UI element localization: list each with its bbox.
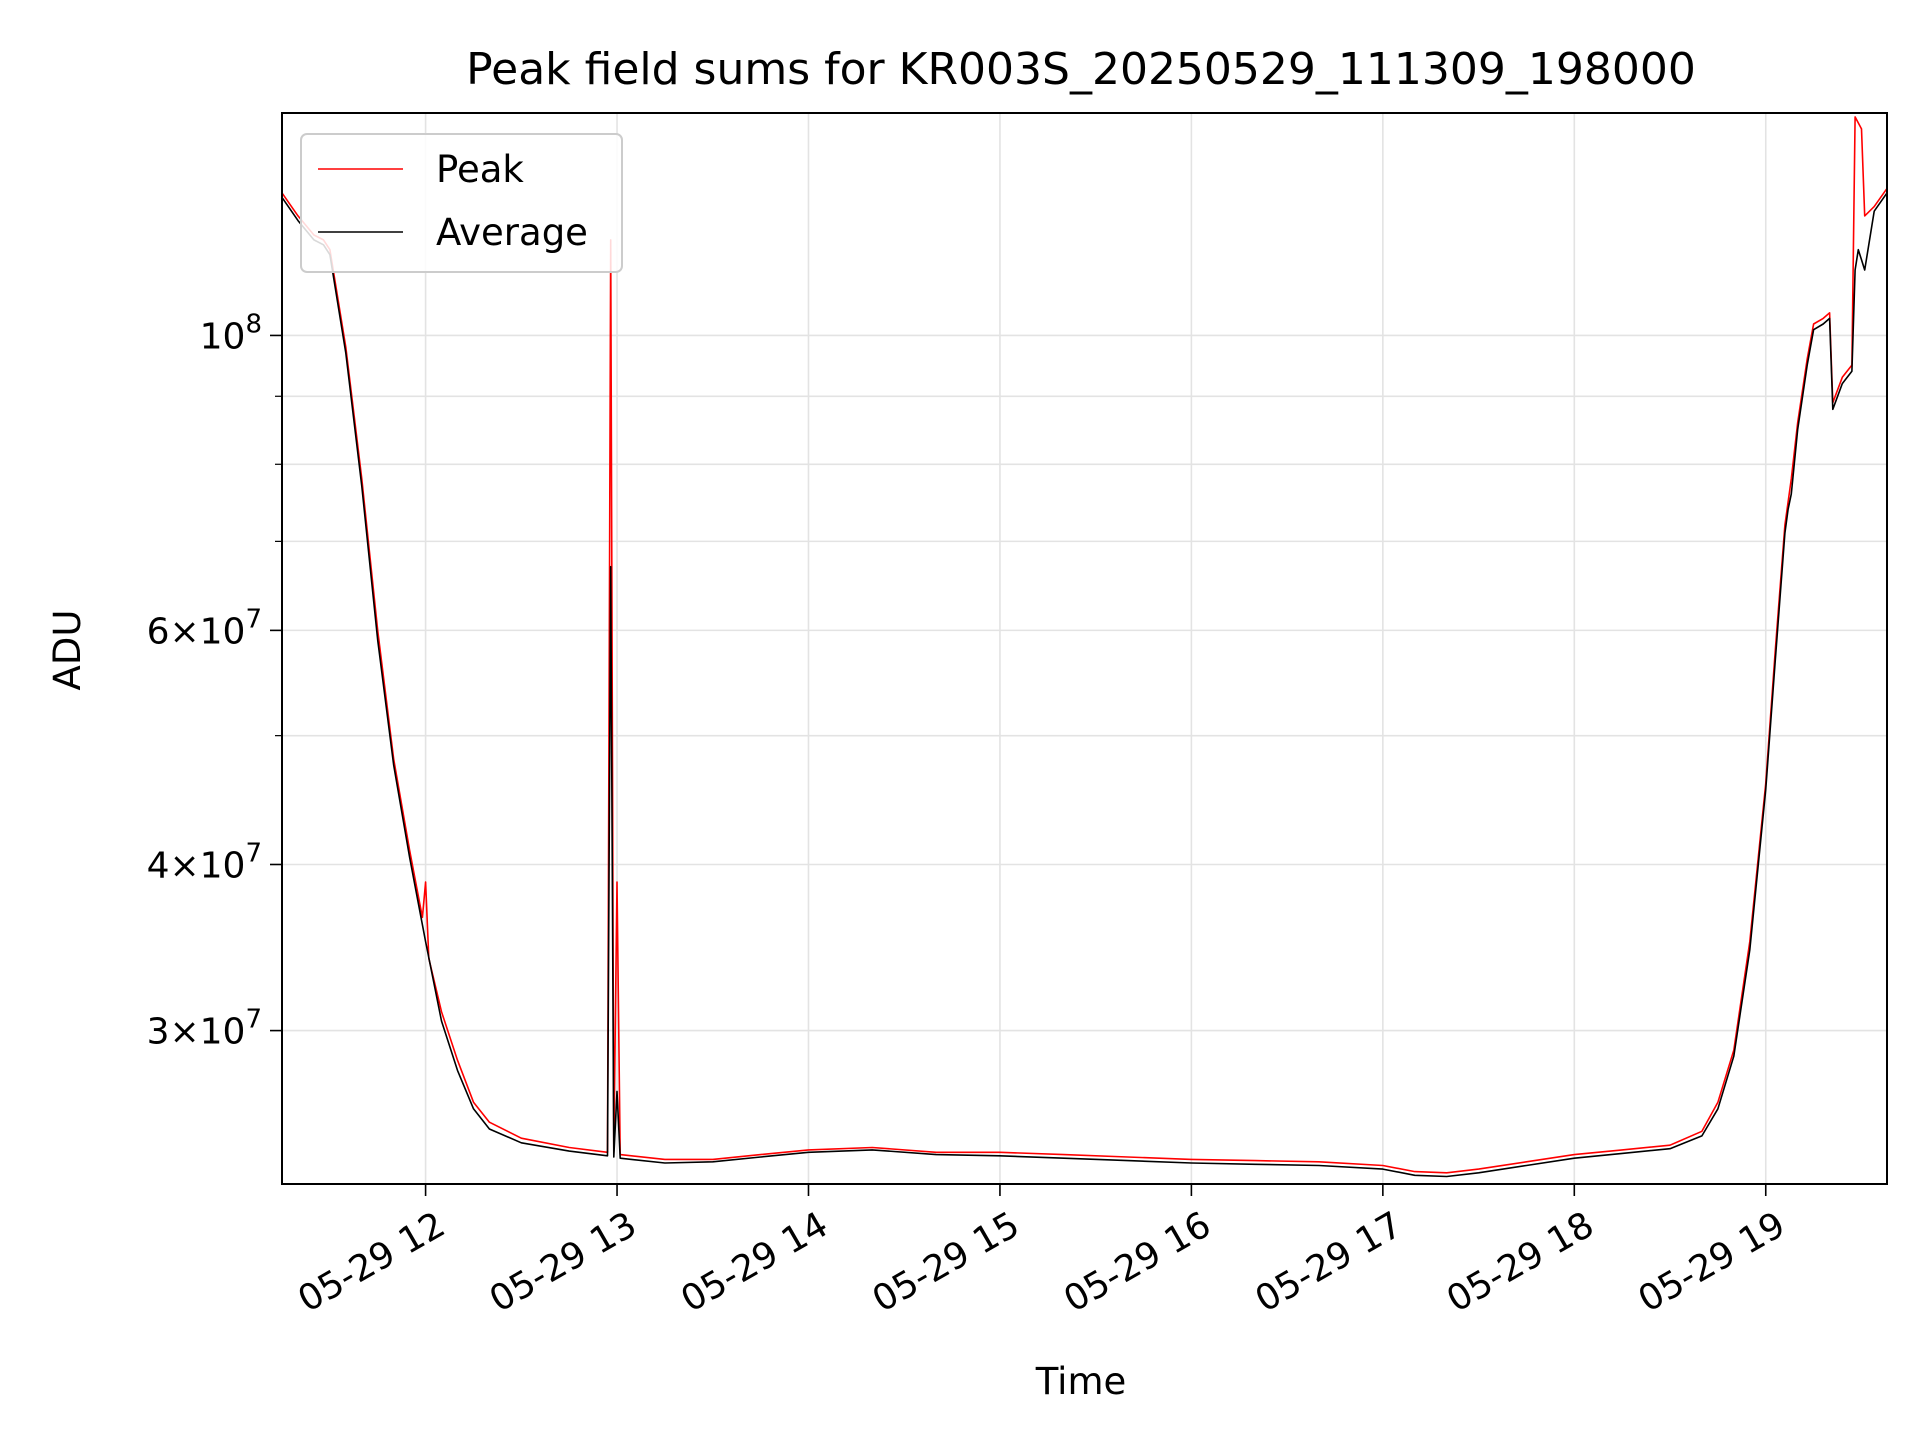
legend-label-peak: Peak	[436, 148, 524, 191]
y-axis: 108 6×107 4×107 3×107	[147, 309, 282, 1053]
series-line-average	[281, 192, 1888, 1178]
y-tick-label: 3×107	[147, 1005, 262, 1053]
grid	[282, 113, 1887, 1184]
series-line-peak	[281, 116, 1888, 1174]
y-tick-label: 6×107	[147, 604, 262, 652]
plot-frame	[281, 112, 1888, 1185]
series-group	[281, 116, 1888, 1178]
legend-label-average: Average	[436, 211, 588, 254]
x-axis-label: Time	[1035, 1360, 1127, 1403]
legend: Peak Average	[300, 133, 623, 273]
y-axis-label: ADU	[46, 610, 89, 691]
y-tick-label: 108	[200, 309, 262, 357]
y-tick-label: 4×107	[147, 838, 262, 886]
chart-title: Peak field sums for KR003S_20250529_1113…	[466, 44, 1696, 95]
